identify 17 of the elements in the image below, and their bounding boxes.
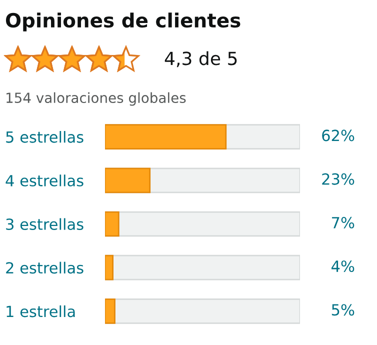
bar (105, 254, 114, 280)
bar (105, 298, 116, 324)
data-label: 62% (322, 130, 354, 142)
chart-title: Opiniones de clientes (6, 12, 240, 32)
data-label: 5% (332, 304, 354, 316)
y-tick-label: 4 estrellas (6, 174, 84, 186)
bar (105, 168, 151, 194)
y-tick-label: 5 estrellas (6, 130, 84, 143)
data-label: 4% (332, 260, 354, 272)
text: 154 valoraciones globales (6, 92, 186, 106)
y-tick-label: 2 estrellas (6, 262, 84, 274)
chart-subtitle: 4,3 de 5 (164, 51, 237, 68)
data-label: 7% (332, 216, 354, 228)
y-tick-label: 1 estrella (6, 305, 75, 318)
y-tick-label: 3 estrellas (6, 218, 84, 230)
data-label: 23% (322, 173, 354, 185)
bar (105, 211, 120, 237)
